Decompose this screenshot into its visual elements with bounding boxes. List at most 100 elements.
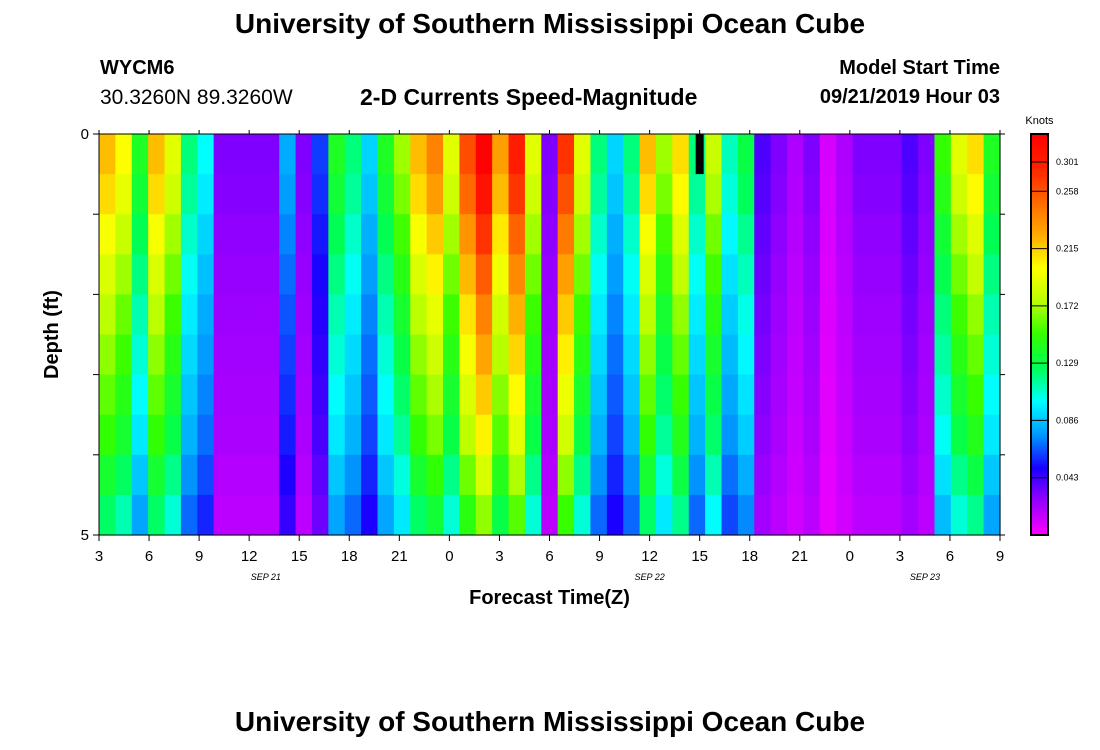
heatmap-cell [836,334,854,376]
heatmap-cell [164,294,182,336]
heatmap-cell [230,174,248,215]
heatmap-cell [197,134,215,175]
heatmap-cell [590,174,608,215]
heatmap-cell [852,414,870,456]
heatmap-cell [721,494,739,536]
heatmap-cell [426,334,444,376]
heatmap-cell [803,494,821,536]
heatmap-cell [901,374,919,416]
heatmap-cell [377,174,395,215]
heatmap-cell [901,254,919,295]
heatmap-cell [410,414,428,456]
heatmap-cell [885,334,903,376]
heatmap-cell [655,414,673,456]
heatmap-cell [393,494,411,536]
heatmap-cell [705,134,723,175]
heatmap-cell [950,414,968,456]
heatmap-cell [852,214,870,255]
heatmap-cell [852,454,870,496]
heatmap-cell [639,494,657,536]
heatmap-cell [197,214,215,255]
heatmap-cell [836,374,854,416]
heatmap-cell [148,214,166,255]
heatmap-cell [377,214,395,255]
heatmap-cell [885,454,903,496]
heatmap-cell [475,494,493,536]
heatmap-cell [524,254,542,295]
x-tick-label: 0 [846,548,854,565]
heatmap-cell [754,174,772,215]
heatmap-cell [410,254,428,295]
heatmap-cell [393,174,411,215]
heatmap-cell [950,334,968,376]
heatmap-cell [885,414,903,456]
heatmap-cell [885,214,903,255]
heatmap-cell [967,334,985,376]
heatmap-cell [934,494,952,536]
heatmap-cell [639,134,657,175]
heatmap-cell [705,214,723,255]
heatmap-cell [311,334,329,376]
heatmap-cell [983,374,1001,416]
heatmap-cell [836,294,854,336]
heatmap-cell [705,494,723,536]
heatmap-cell [164,334,182,376]
heatmap-cell [475,254,493,295]
heatmap-cell [754,294,772,336]
heatmap-cell [541,294,559,336]
heatmap-cell [99,134,116,175]
heatmap-cell [672,494,690,536]
heatmap-cell [180,334,198,376]
heatmap-cell [623,334,641,376]
heatmap-cell [180,454,198,496]
heatmap-cell [655,494,673,536]
heatmap-cell [754,494,772,536]
heatmap-cell [868,334,886,376]
page-title: University of Southern Mississippi Ocean… [234,8,866,39]
heatmap-cell [557,494,575,536]
heatmap-cell [230,494,248,536]
heatmap-cell [475,174,493,215]
heatmap-cell [868,134,886,175]
heatmap-cell [180,414,198,456]
heatmap-cell [246,174,264,215]
heatmap-cell [639,454,657,496]
x-tick-label: 21 [391,548,408,565]
heatmap-cell [967,454,985,496]
heatmap-cell [508,174,526,215]
heatmap-cell [311,254,329,295]
heatmap-cell [508,134,526,175]
missing-data-marker [695,134,704,175]
heatmap-cell [524,374,542,416]
heatmap-cell [721,174,739,215]
heatmap-cell [279,414,297,456]
heatmap-cell [524,294,542,336]
heatmap-cell [492,374,510,416]
heatmap-cell [557,294,575,336]
heatmap-cell [721,454,739,496]
heatmap-cell [885,174,903,215]
heatmap-cell [918,374,936,416]
heatmap-cell [836,134,854,175]
heatmap-cell [361,454,379,496]
heatmap-cell [524,134,542,175]
heatmap-cell [688,174,706,215]
heatmap-cell [950,254,968,295]
heatmap-cell [410,134,428,175]
heatmap-cell [688,214,706,255]
heatmap-cell [787,374,805,416]
heatmap-cell [393,334,411,376]
heatmap-cell [557,334,575,376]
heatmap-cell [131,494,149,536]
heatmap-cell [918,334,936,376]
heatmap-cell [688,494,706,536]
heatmap-cell [180,294,198,336]
heatmap-cell [377,294,395,336]
heatmap-cell [131,214,149,255]
heatmap-cell [279,294,297,336]
heatmap-cell [934,174,952,215]
heatmap-cell [246,374,264,416]
heatmap-cell [557,214,575,255]
heatmap-cell [426,374,444,416]
colorbar-tick-label: 0.258 [1056,186,1079,196]
